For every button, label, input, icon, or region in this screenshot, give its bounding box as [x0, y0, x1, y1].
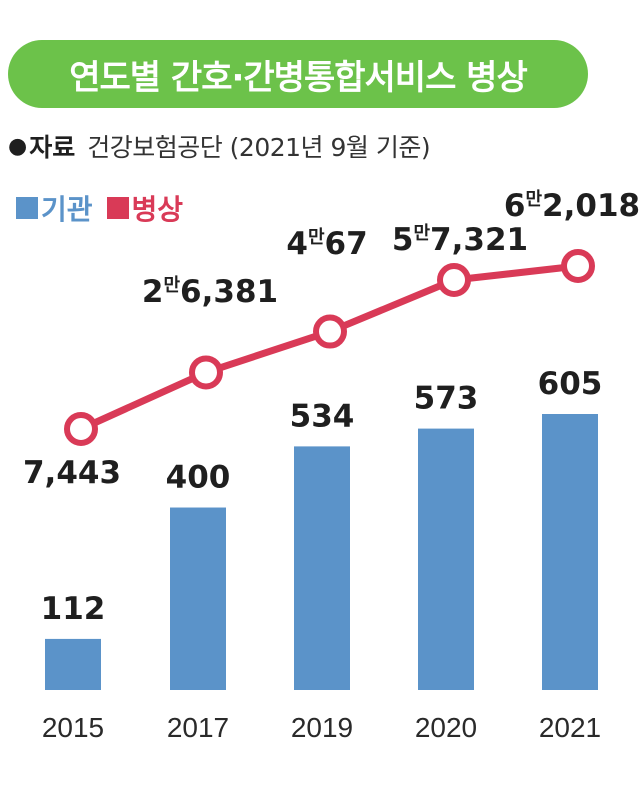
legend-swatch-institutions: [16, 197, 38, 219]
x-tick-label: 2020: [415, 712, 477, 743]
beds-point-2020: [437, 263, 471, 298]
bar-value-label: 112: [41, 591, 106, 627]
bar-value-label: 400: [166, 460, 231, 496]
bar-value-label: 534: [290, 398, 355, 434]
beds-value-label: 6만2,018: [504, 188, 640, 224]
legend-swatch-beds: [106, 197, 129, 219]
source-note: ● 자료 건강보험공단 (2021년 9월 기준): [8, 128, 431, 164]
legend-label-institutions: 기관: [41, 193, 93, 226]
bar-2021: [542, 414, 598, 690]
title-banner: 연도별 간호·간병통합서비스 병상: [8, 40, 588, 108]
bar-2019: [294, 446, 350, 690]
bar-value-label: 605: [538, 366, 603, 402]
beds-point-2019: [313, 314, 347, 349]
bar-2020: [418, 428, 474, 690]
legend-item-institutions: 기관: [16, 188, 93, 228]
source-label: 자료: [29, 133, 76, 162]
beds-point-2015: [64, 412, 98, 446]
x-tick-label: 2017: [167, 712, 229, 743]
legend-label-beds: 병상: [131, 193, 184, 226]
x-tick-label: 2019: [291, 712, 353, 743]
beds-value-label: 7,443: [23, 455, 121, 491]
x-tick-label: 2015: [42, 712, 104, 743]
beds-value-label: 5만7,321: [392, 222, 528, 258]
bullet-icon: ●: [8, 133, 28, 159]
x-tick-label: 2021: [539, 712, 601, 743]
beds-point-2021: [561, 249, 595, 283]
bar-value-label: 573: [414, 381, 479, 417]
beds-point-2017: [189, 355, 223, 390]
chart-title: 연도별 간호·간병통합서비스 병상: [69, 57, 528, 98]
legend-item-beds: 병상: [106, 188, 184, 228]
source-text: 건강보험공단 (2021년 9월 기준): [87, 133, 431, 162]
bar-2017: [170, 507, 226, 690]
legend: 기관 병상: [16, 188, 197, 228]
beds-value-label: 4만67: [286, 226, 367, 262]
beds-value-label: 2만6,381: [142, 274, 278, 310]
bar-2015: [45, 638, 101, 690]
